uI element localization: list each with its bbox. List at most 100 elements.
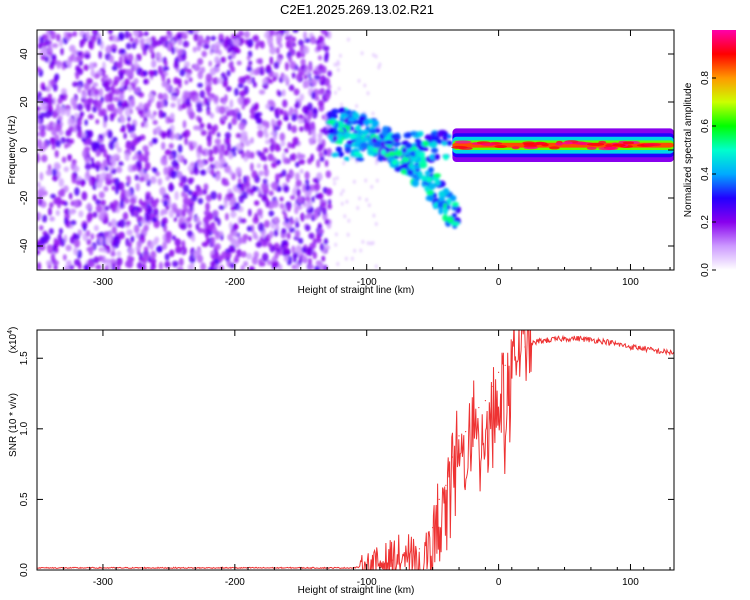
heatmap-cell [144, 215, 152, 222]
heatmap-cell [189, 202, 194, 212]
heatmap-cell [196, 185, 202, 193]
heatmap-cell [228, 169, 233, 176]
heatmap-cell [433, 153, 441, 161]
heatmap-cell [317, 99, 325, 107]
heatmap-cell [349, 133, 356, 140]
heatmap-cell [322, 126, 329, 135]
heatmap-cell [114, 177, 120, 187]
heatmap-cell [178, 181, 185, 188]
snr-point [379, 562, 381, 564]
heatmap-cell [299, 93, 305, 101]
heatmap-cell [105, 236, 112, 245]
heatmap-cell [75, 72, 80, 80]
heatmap-cell [51, 168, 57, 177]
heatmap-cell [435, 179, 441, 186]
heatmap-cell [114, 141, 119, 149]
heatmap-cell [160, 156, 168, 166]
heatmap-cell [312, 108, 319, 115]
heatmap-cell [156, 52, 162, 60]
heatmap-cell [220, 56, 227, 63]
heatmap-cell [86, 77, 93, 85]
heatmap-cell [48, 125, 53, 132]
heatmap-cell [38, 244, 46, 251]
heatmap-cell [112, 200, 119, 207]
heatmap-cell [259, 151, 266, 161]
heatmap-cell [81, 191, 88, 201]
heatmap-cell [291, 153, 297, 162]
heatmap-cell [355, 137, 363, 145]
heatmap-cell [45, 260, 53, 266]
heatmap-cell [223, 150, 230, 156]
heatmap-cell [37, 131, 40, 137]
snr-point [465, 431, 467, 433]
heatmap-cell [112, 80, 119, 87]
heatmap-cell [414, 164, 421, 170]
heatmap-cell [195, 102, 203, 109]
heatmap-cell [148, 92, 154, 99]
heatmap-cell [73, 233, 81, 240]
heatmap-cell [162, 200, 169, 207]
heatmap-cell [73, 238, 81, 248]
heatmap-cell [164, 253, 170, 261]
heatmap-cell [72, 81, 79, 88]
heatmap-cell [370, 184, 374, 189]
heatmap-cell [116, 264, 121, 270]
heatmap-cell [86, 213, 93, 222]
heatmap-cell [371, 241, 375, 246]
heatmap-cell [81, 91, 88, 99]
heatmap-cell [242, 238, 247, 244]
heatmap-cell [367, 203, 371, 208]
heatmap-cell [55, 209, 60, 216]
heatmap-cell [160, 210, 164, 217]
heatmap-cell [37, 153, 40, 163]
heatmap-cell [155, 245, 163, 253]
heatmap-cell [361, 239, 365, 244]
heatmap-cell [77, 85, 82, 94]
heatmap-cell [143, 224, 149, 232]
heatmap-cell [135, 53, 142, 62]
heatmap-cell [90, 69, 95, 78]
heatmap-cell [322, 206, 327, 215]
heatmap-cell [312, 240, 317, 249]
heatmap-cell [395, 149, 403, 157]
heatmap-cell [324, 78, 330, 86]
heatmap-cell [288, 84, 295, 92]
heatmap-cell [93, 256, 100, 264]
heatmap-cell [327, 70, 332, 77]
heatmap-cell [325, 187, 333, 196]
heatmap-cell [128, 247, 135, 256]
heatmap-cell [239, 136, 246, 143]
heatmap-cell [428, 194, 434, 202]
heatmap-cell [53, 75, 58, 84]
heatmap-cell [271, 161, 277, 169]
snr-point [511, 357, 513, 359]
heatmap-cell [59, 106, 67, 116]
heatmap-cell [123, 132, 127, 140]
heatmap-cell [195, 223, 200, 231]
heatmap-cell [300, 64, 306, 70]
snr-point [484, 399, 487, 402]
heatmap-cell [160, 99, 165, 109]
heatmap-cell [230, 210, 237, 218]
heatmap-cell [206, 110, 211, 116]
heatmap-cell [84, 119, 88, 126]
heatmap-cell [148, 70, 155, 76]
heatmap-cell [70, 219, 77, 226]
heatmap-cell [273, 61, 280, 70]
heatmap-cell [52, 110, 57, 118]
heatmap-cell [208, 266, 213, 270]
heatmap-cell [187, 165, 194, 172]
heatmap-cell [53, 260, 59, 266]
heatmap-cell [201, 50, 208, 58]
heatmap-cell [337, 86, 341, 91]
heatmap-cell [292, 136, 299, 146]
heatmap-cell [41, 214, 48, 223]
heatmap-cell [157, 178, 163, 186]
heatmap-cell [333, 62, 337, 67]
heatmap-cell [364, 178, 368, 183]
heatmap-cell [308, 232, 315, 240]
heatmap-cell [171, 260, 179, 268]
heatmap-cell [107, 104, 112, 112]
